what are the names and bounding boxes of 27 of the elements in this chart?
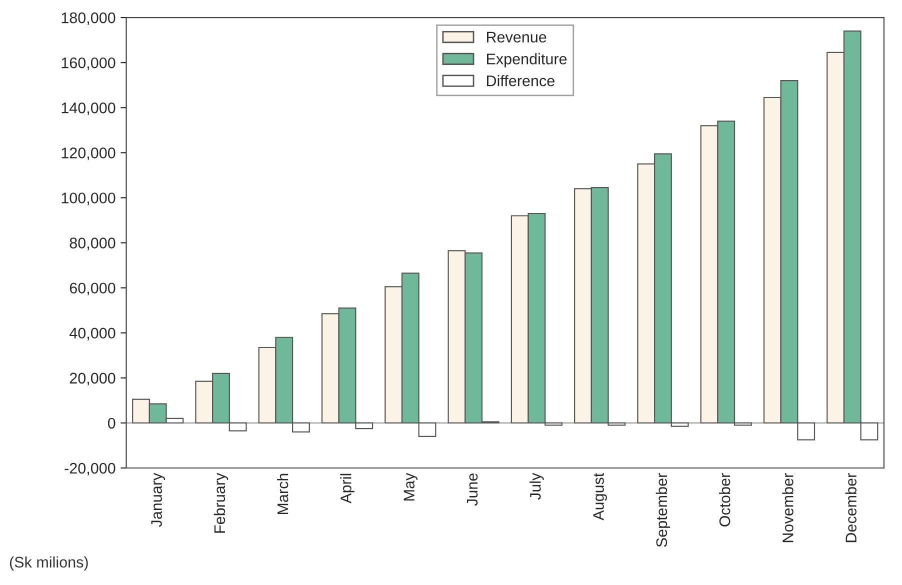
x-tick-label: December [845, 473, 856, 542]
legend-label: Revenue [486, 32, 546, 43]
y-tick-label: 80,000 [70, 238, 116, 250]
y-tick-label: 180,000 [62, 12, 116, 26]
x-tick-label: October [718, 473, 730, 526]
x-tick-label: November [782, 473, 794, 542]
text: (Sk milions) [10, 556, 88, 571]
y-tick-label: 160,000 [62, 57, 116, 70]
y-tick-label: -20,000 [64, 462, 116, 476]
x-tick-label: June [466, 474, 478, 506]
x-tick-label: May [404, 472, 418, 500]
x-tick-label: January [151, 472, 165, 527]
legend-label: Difference [486, 75, 554, 86]
y-tick-label: 120,000 [62, 148, 116, 160]
y-tick-label: 60,000 [70, 282, 116, 296]
x-tick-label: February [214, 472, 228, 533]
y-tick-label: 40,000 [69, 328, 116, 340]
y-tick-label: 0 [108, 418, 116, 429]
y-tick-label: 100,000 [62, 192, 116, 206]
x-tick-label: July [530, 472, 544, 500]
x-tick-label: March [277, 474, 288, 514]
y-tick-label: 20,000 [70, 372, 116, 386]
x-tick-label: September [656, 473, 670, 547]
legend-label: Expenditure [486, 53, 567, 68]
x-tick-label: April [340, 474, 354, 504]
y-tick-label: 140,000 [62, 102, 116, 116]
x-tick-label: August [593, 472, 607, 520]
